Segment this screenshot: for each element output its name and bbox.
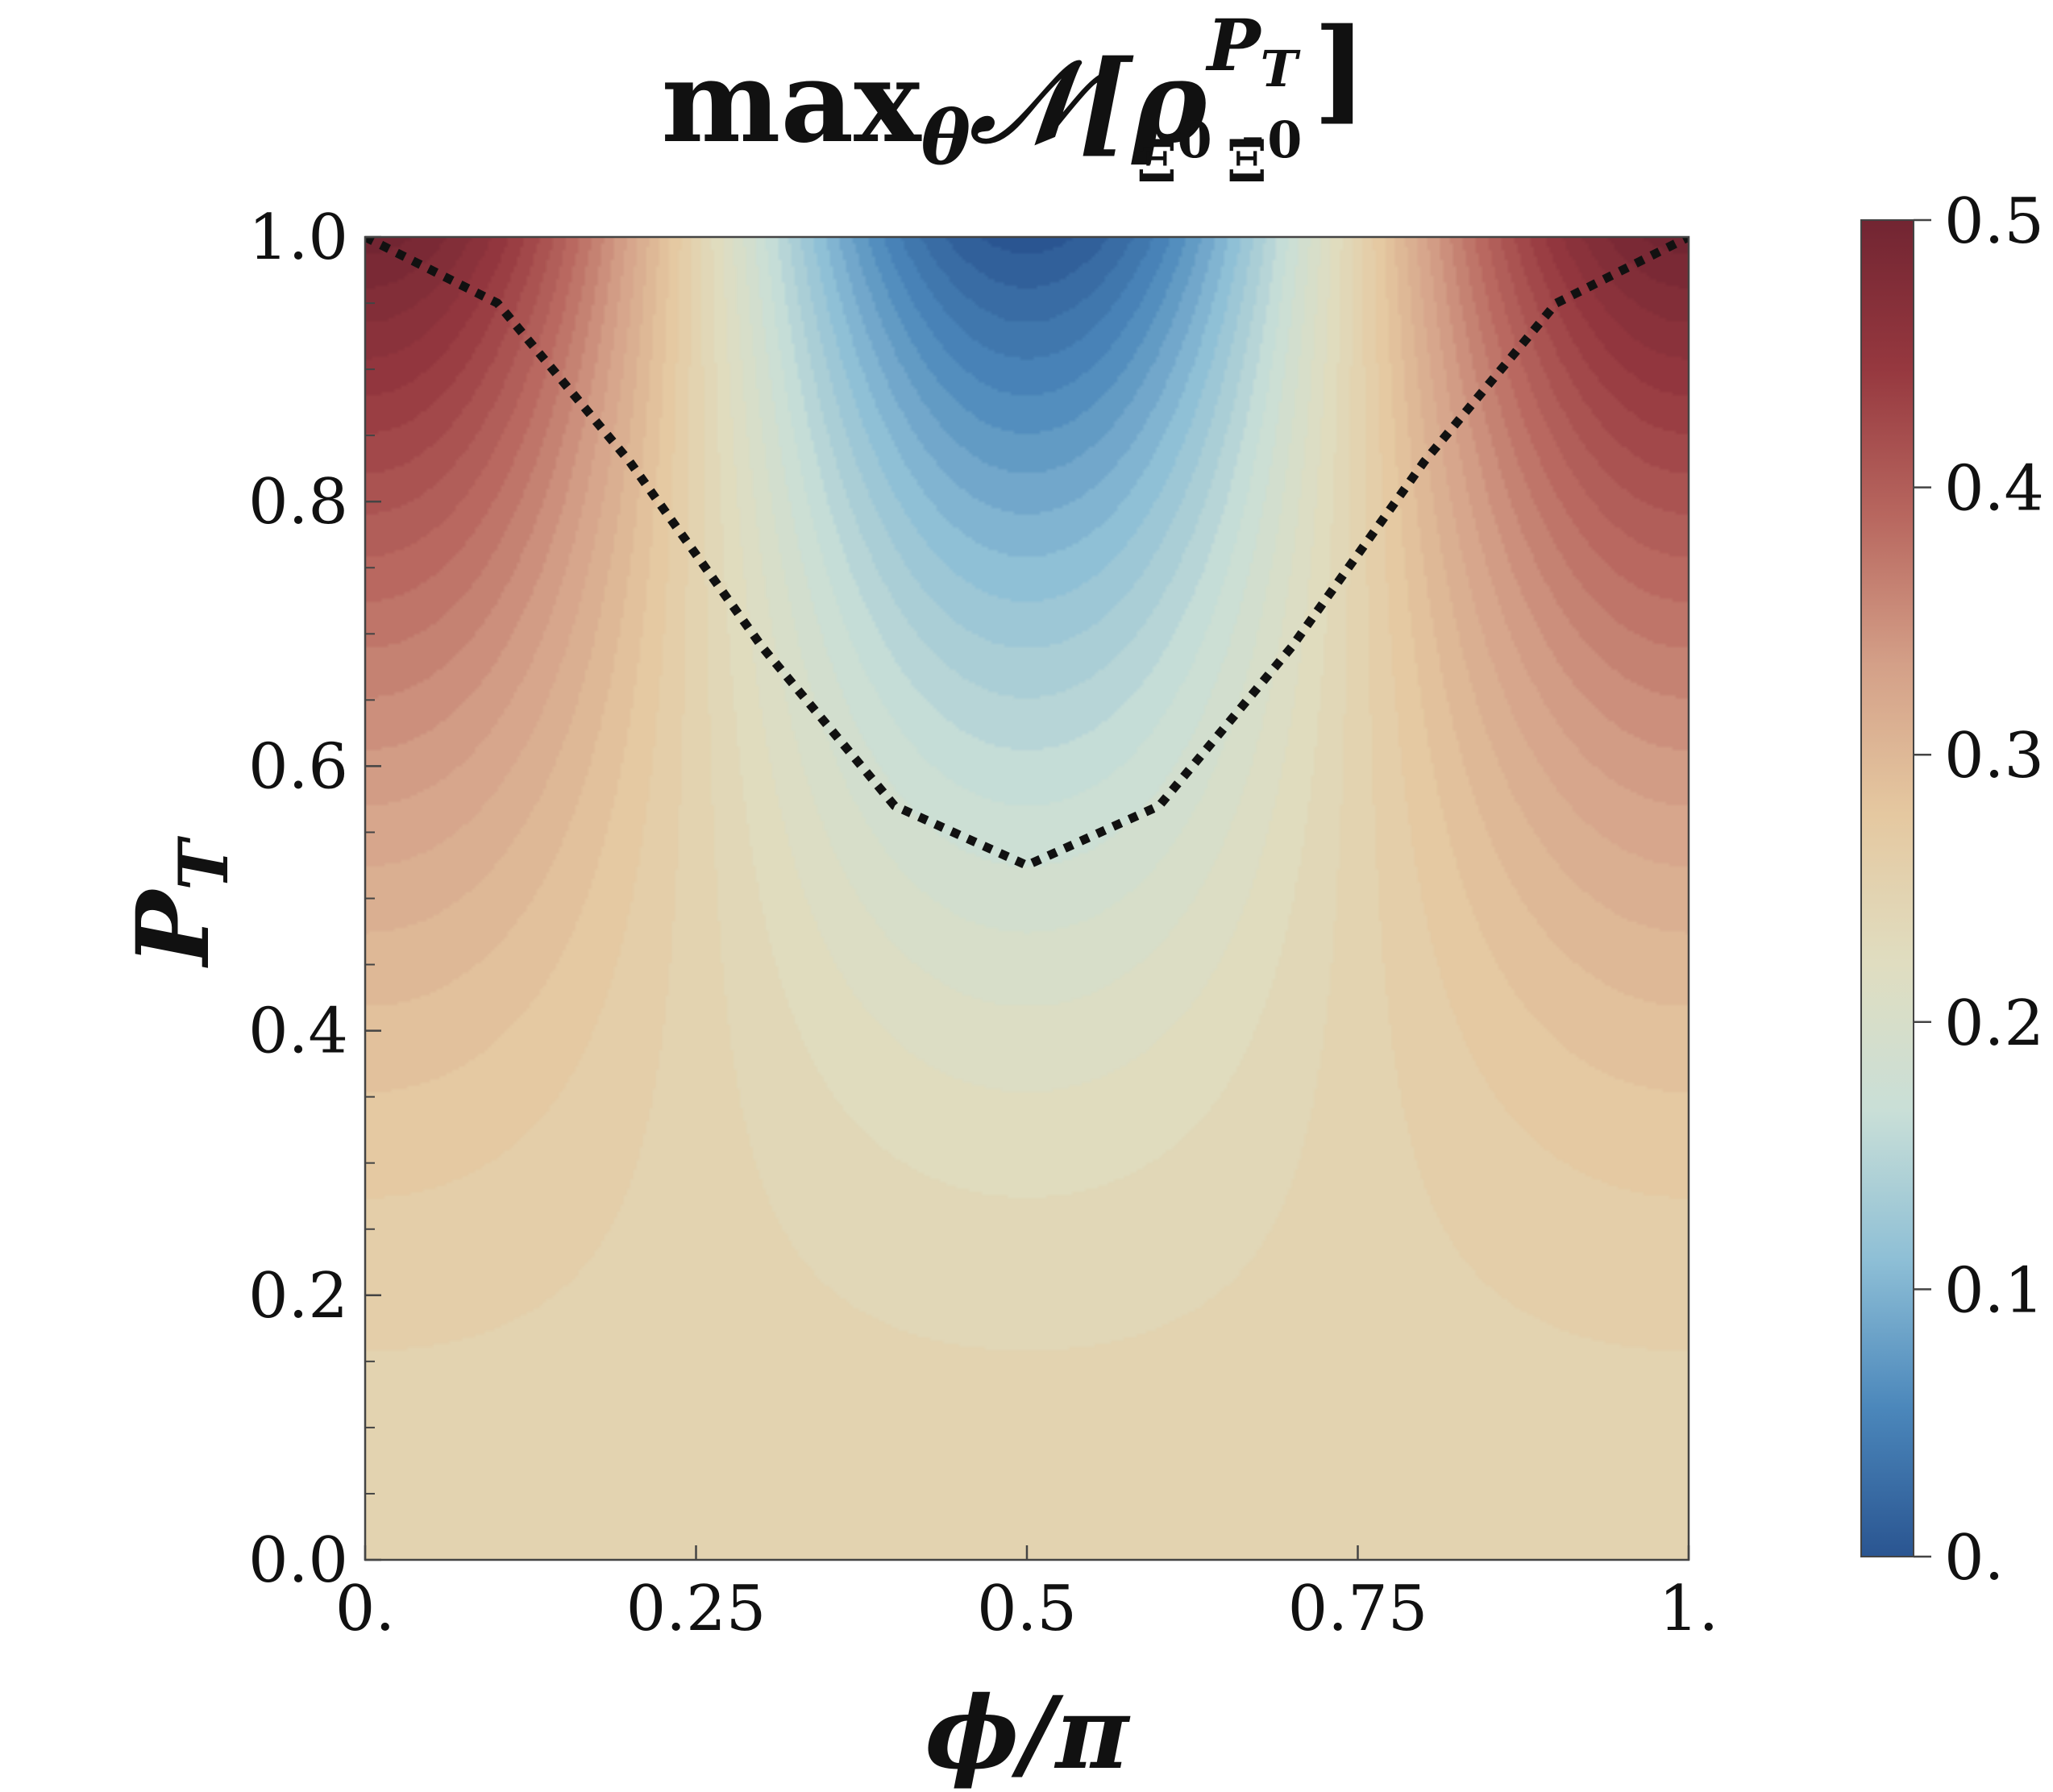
y-axis-ticks: 0.0 0.2 0.4 0.6 0.8 1.0 bbox=[248, 202, 381, 1597]
colorbar bbox=[1860, 219, 1914, 1557]
y-tick-label: 0.6 bbox=[248, 730, 348, 803]
x-tick-label: 1. bbox=[1659, 1573, 1718, 1645]
title-subscript-1-sup: 0 bbox=[1177, 110, 1211, 169]
x-axis-title: ϕ/π bbox=[925, 1675, 1131, 1792]
colorbar-ticks: 0. 0.1 0.2 0.3 0.4 0.5 bbox=[1914, 185, 2044, 1595]
x-tick-label: 0.25 bbox=[626, 1573, 767, 1645]
y-axis-title-main: P bbox=[115, 888, 232, 968]
colorbar-tick-label: 0.5 bbox=[1944, 185, 2044, 258]
title-operator: 𝒩[ρ bbox=[970, 36, 1207, 168]
svg-text:PT: PT bbox=[115, 836, 243, 968]
x-tick-label: 0.75 bbox=[1288, 1573, 1428, 1645]
y-tick-label: 1.0 bbox=[248, 202, 348, 274]
y-tick-label: 0.0 bbox=[248, 1524, 348, 1597]
title-superscript-sub: T bbox=[1261, 39, 1301, 98]
colorbar-tick-label: 0. bbox=[1944, 1522, 2004, 1595]
y-tick-label: 0.4 bbox=[248, 996, 348, 1068]
x-tick-label: 0. bbox=[335, 1573, 395, 1645]
title-subscript-2: Ξ̄ bbox=[1227, 127, 1268, 195]
y-tick-label: 0.8 bbox=[248, 466, 348, 538]
title-close-bracket: ] bbox=[1313, 4, 1366, 136]
dotted-boundary-curve bbox=[365, 237, 1689, 870]
title-max-sub: θ bbox=[921, 94, 970, 181]
x-tick-label: 0.5 bbox=[977, 1573, 1077, 1645]
colorbar-tick-label: 0.1 bbox=[1944, 1254, 2044, 1327]
colorbar-tick-label: 0.4 bbox=[1944, 453, 2044, 526]
boundary-curve-line bbox=[365, 237, 1689, 870]
y-tick-label: 0.2 bbox=[248, 1260, 348, 1333]
colorbar-tick-label: 0.2 bbox=[1944, 987, 2044, 1060]
title-subscript-2-sup: 0 bbox=[1267, 110, 1302, 169]
title-superscript: P bbox=[1204, 3, 1262, 87]
title-subscript-1: Ξ bbox=[1137, 127, 1178, 195]
title-max: max bbox=[661, 36, 922, 168]
y-axis-title-sub: T bbox=[164, 836, 243, 891]
contour-fill bbox=[365, 237, 1689, 1560]
x-axis-ticks: 0. 0.25 0.5 0.75 1. bbox=[335, 1545, 1718, 1645]
y-axis-title: PT bbox=[115, 836, 243, 968]
chart-title: maxθ𝒩[ρPT Ξ0 Ξ̄0] bbox=[661, 3, 1366, 195]
colorbar-tick-label: 0.3 bbox=[1944, 720, 2044, 792]
